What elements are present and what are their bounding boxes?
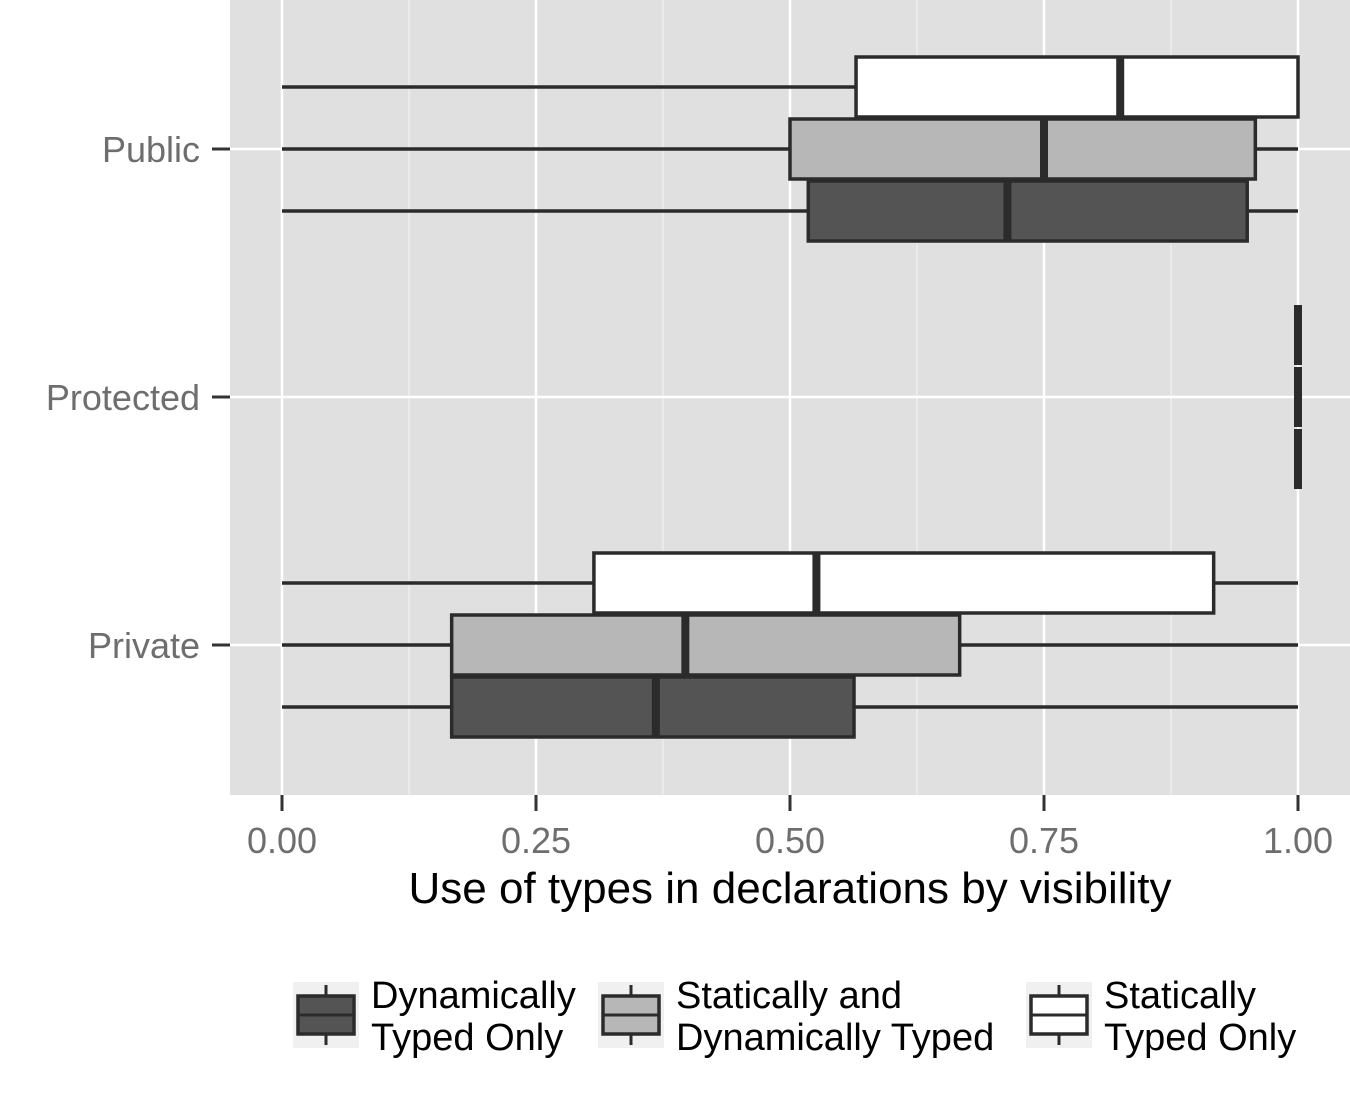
legend-label-line2: Dynamically Typed (676, 1017, 994, 1059)
box-iqr (806, 179, 1249, 243)
box-iqr (788, 117, 1258, 181)
y-tick-label: Private (88, 625, 200, 666)
x-tick-label: 0.00 (247, 820, 317, 861)
y-tick-label: Protected (46, 377, 200, 418)
x-tick-label: 1.00 (1263, 820, 1333, 861)
x-tick-label: 0.75 (1009, 820, 1079, 861)
legend-label-line1: Statically (1104, 975, 1256, 1017)
axes: 0.00 0.25 0.50 0.75 1.00 Public Protected Priva… (46, 129, 1333, 861)
box-iqr (449, 613, 962, 677)
y-tick-label: Public (102, 129, 200, 170)
legend-label-line2: Typed Only (371, 1017, 563, 1059)
x-axis-title: Use of types in declarations by visibili… (409, 864, 1172, 913)
x-tick-label: 0.50 (755, 820, 825, 861)
legend-label-line2: Typed Only (1104, 1017, 1296, 1059)
x-tick-label: 0.25 (501, 820, 571, 861)
legend-label-line1: Dynamically (371, 975, 576, 1017)
box-iqr (592, 551, 1216, 615)
boxplots (282, 55, 1302, 739)
legend-label-line1: Statically and (676, 975, 902, 1017)
box-iqr (854, 55, 1300, 119)
